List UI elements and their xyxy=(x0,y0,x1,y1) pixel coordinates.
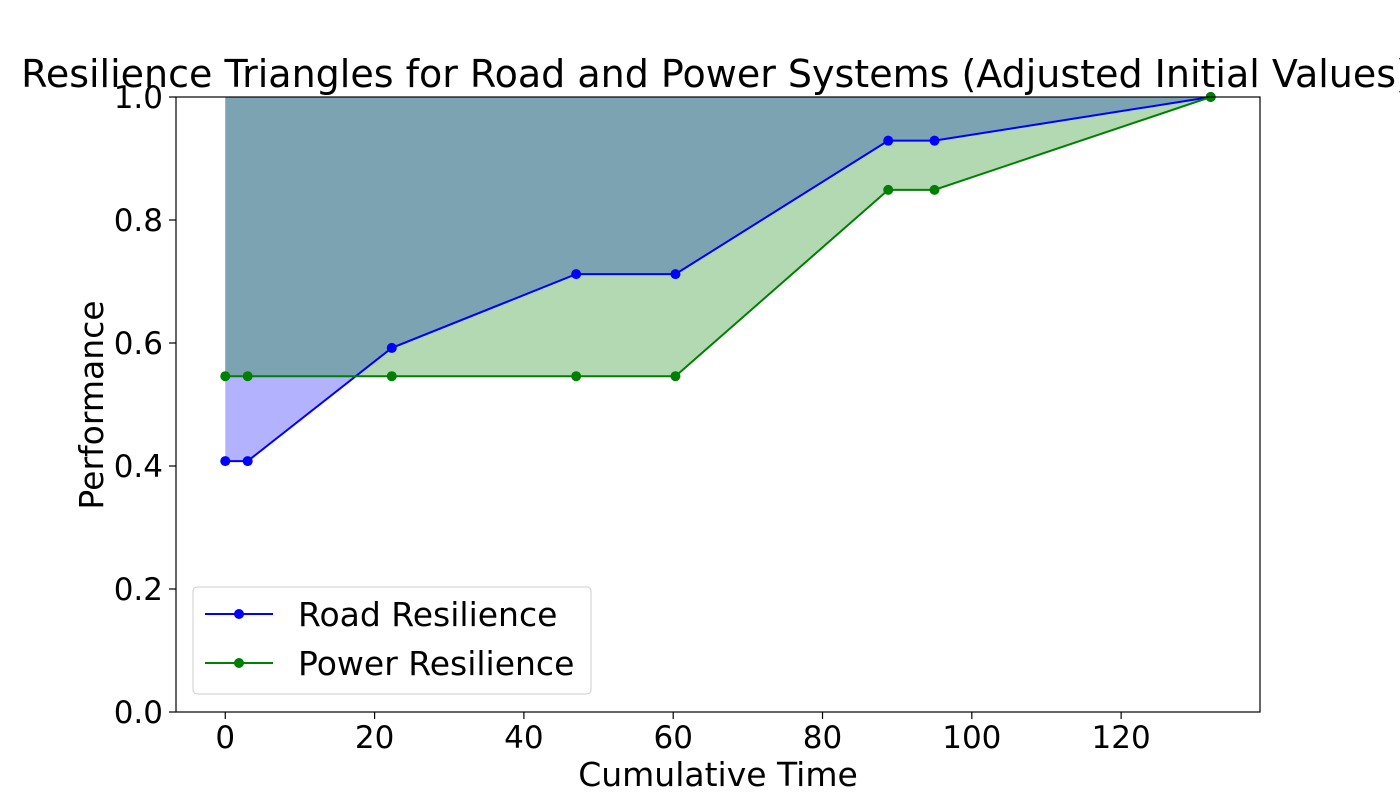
series-lines xyxy=(225,96,1212,463)
legend: Road Resilience Power Resilience xyxy=(192,586,592,695)
series-line-1 xyxy=(225,96,1212,378)
series-markers xyxy=(220,92,1216,467)
data-point xyxy=(242,456,253,467)
x-tick-label: 60 xyxy=(653,720,692,756)
data-point xyxy=(220,456,231,467)
legend-label: Road Resilience xyxy=(298,595,557,634)
data-point xyxy=(929,184,940,195)
x-tick-label: 20 xyxy=(355,720,394,756)
x-tick-label: 0 xyxy=(215,720,235,756)
x-axis-label: Cumulative Time xyxy=(578,755,858,794)
y-tick-label: 0.0 xyxy=(114,695,163,731)
data-point xyxy=(883,184,894,195)
legend-marker xyxy=(234,609,244,619)
y-tick-label: 0.8 xyxy=(114,203,163,239)
x-tick-label: 100 xyxy=(942,720,1001,756)
y-tick-label: 0.4 xyxy=(114,449,163,485)
x-tick-label: 40 xyxy=(504,720,543,756)
data-point xyxy=(386,342,397,353)
y-tick-label: 0.2 xyxy=(114,572,163,608)
y-axis-ticks: 0.0 0.2 0.4 0.6 0.8 1.0 xyxy=(114,80,176,731)
data-point xyxy=(670,269,681,280)
x-axis-ticks: 0 20 40 60 80 100 120 xyxy=(215,712,1151,756)
y-tick-label: 1.0 xyxy=(114,80,163,116)
data-point xyxy=(571,371,582,382)
y-tick-label: 0.6 xyxy=(114,326,163,362)
data-point xyxy=(670,371,681,382)
data-point xyxy=(386,371,397,382)
legend-marker xyxy=(234,658,244,668)
x-tick-label: 80 xyxy=(803,720,842,756)
legend-label: Power Resilience xyxy=(298,644,574,683)
area-fill-1 xyxy=(225,97,1211,377)
plot-frame xyxy=(175,96,1261,713)
data-point xyxy=(242,371,253,382)
data-point xyxy=(929,135,940,146)
y-axis-label: Performance xyxy=(72,300,111,509)
chart-title: Resilience Triangles for Road and Power … xyxy=(21,52,1400,96)
area-fill-0 xyxy=(225,97,1211,462)
x-tick-label: 120 xyxy=(1092,720,1151,756)
series-line-0 xyxy=(225,96,1211,463)
data-point xyxy=(883,135,894,146)
area-fills xyxy=(225,97,1211,462)
legend-box xyxy=(192,586,592,695)
data-point xyxy=(571,269,582,280)
data-point xyxy=(220,371,231,382)
